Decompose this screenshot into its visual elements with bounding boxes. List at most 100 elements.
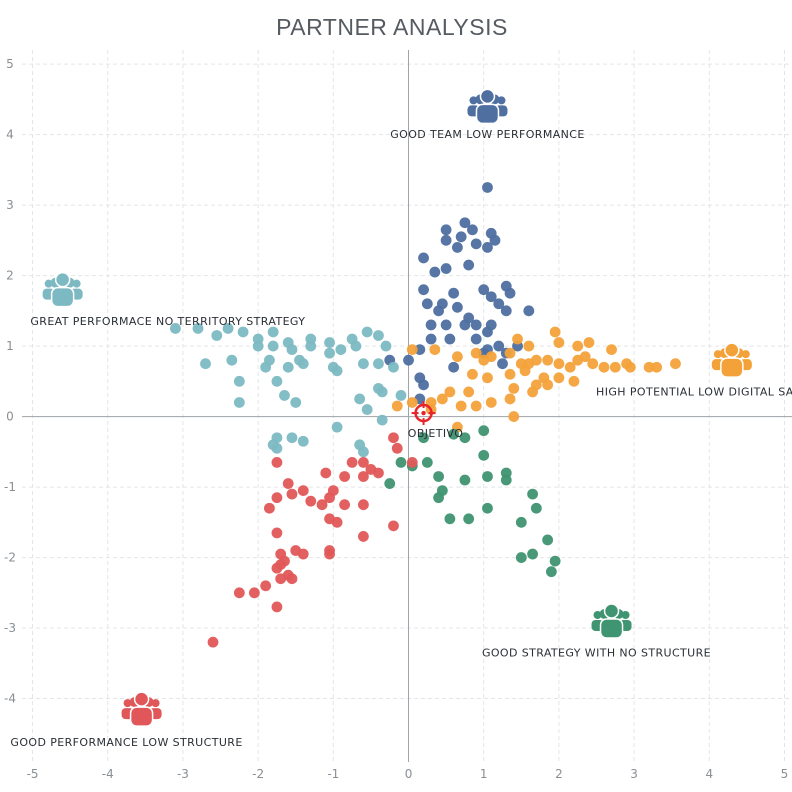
data-point-structure [358,471,369,482]
data-point-team [440,319,452,331]
data-point-strategy [515,552,527,563]
data-point-territory [233,375,245,387]
data-point-territory [380,340,392,352]
data-point-team [418,379,429,391]
y-tick-label: -4 [4,692,16,706]
team-icon [711,342,753,378]
x-tick-label: 0 [405,767,413,781]
data-point-structure [207,636,219,648]
target-center [421,410,426,416]
data-point-strategy [515,516,527,528]
data-point-team [414,344,426,356]
data-point-territory [373,330,384,341]
data-point-potential [482,372,493,384]
data-point-territory [354,393,366,405]
scatter-points [170,182,681,648]
data-point-potential [609,361,621,373]
segment-label-territory: GREAT PERFORMACE NO TERRITORY STRATEGY [30,315,305,328]
data-point-structure [271,601,283,613]
data-point-potential [564,361,576,373]
data-point-structure [373,467,384,479]
data-point-team [470,238,482,250]
data-point-strategy [463,513,475,525]
data-point-territory [305,340,317,352]
data-point-strategy [549,555,561,567]
data-point-potential [606,344,617,356]
x-tick-label: 1 [480,767,488,781]
data-point-strategy [478,425,490,437]
data-point-territory [170,323,181,334]
y-tick-label: -3 [4,621,16,635]
data-point-territory [373,358,384,370]
data-point-structure [324,492,335,504]
data-point-structure [297,548,309,560]
data-point-strategy [527,488,538,500]
data-point-structure [233,587,245,599]
data-point-territory [350,340,362,352]
data-point-strategy [482,502,493,514]
y-tick-label: 3 [6,198,14,212]
axis-tick-labels: -5 -4 -3 -2 -1 0 1 2 3 4 5 5 4 3 2 1 0 -1 -2 -3 -4 [4,57,788,781]
segment-labels: GOOD TEAM LOW PERFORMANCE GREAT PERFORMAC… [10,128,792,749]
data-point-structure [264,502,275,514]
y-tick-label: 2 [6,269,14,283]
data-point-structure [297,485,309,496]
data-point-potential [508,382,520,394]
y-tick-label: 5 [6,57,14,71]
data-point-team [459,217,471,229]
data-point-team [425,333,437,345]
data-point-territory [324,337,335,348]
data-point-territory [267,326,279,338]
data-point-team [467,224,478,236]
data-point-potential [485,397,497,408]
data-point-team [470,319,482,331]
data-point-structure [271,527,283,539]
data-point-territory [358,446,369,458]
data-point-team [523,305,535,317]
data-point-territory [361,326,373,338]
data-point-territory [331,421,343,433]
segment-label-structure: GOOD PERFORMANCE LOW STRUCTURE [10,736,242,749]
data-point-team [478,284,490,296]
data-point-structure [346,456,358,468]
team-icon [120,691,163,727]
x-tick-label: -5 [27,767,39,781]
data-point-strategy [421,456,433,468]
data-point-team [429,266,441,278]
x-tick-label: 4 [705,767,713,781]
data-point-territory [290,397,302,408]
data-point-potential [579,351,591,363]
data-point-territory [267,340,279,352]
segment-label-team: GOOD TEAM LOW PERFORMANCE [390,128,585,141]
data-point-potential [670,358,681,370]
data-point-potential [651,361,663,373]
y-tick-label: -2 [4,551,16,565]
data-point-territory [388,361,399,373]
x-tick-label: -1 [327,767,339,781]
data-point-structure [286,573,298,585]
data-point-structure [324,548,335,560]
data-point-territory [286,432,298,444]
data-point-team [482,326,493,338]
data-point-territory [222,323,234,334]
data-point-strategy [418,432,429,444]
x-tick-label: -2 [252,767,264,781]
data-point-territory [358,358,369,370]
data-point-potential [504,347,516,359]
data-point-team [444,333,456,345]
data-point-territory [376,414,388,426]
data-point-structure [391,442,403,454]
data-point-strategy [478,449,490,461]
data-point-territory [331,365,343,377]
data-point-team [440,234,452,246]
data-point-territory [211,330,223,341]
data-point-structure [316,499,328,511]
data-point-strategy [384,478,396,489]
data-point-strategy [433,492,444,504]
target-icon [411,401,436,426]
data-point-structure [339,499,351,511]
data-point-strategy [459,432,471,444]
y-tick-label: 0 [6,410,14,424]
data-point-potential [406,397,418,408]
data-point-territory [252,340,264,352]
